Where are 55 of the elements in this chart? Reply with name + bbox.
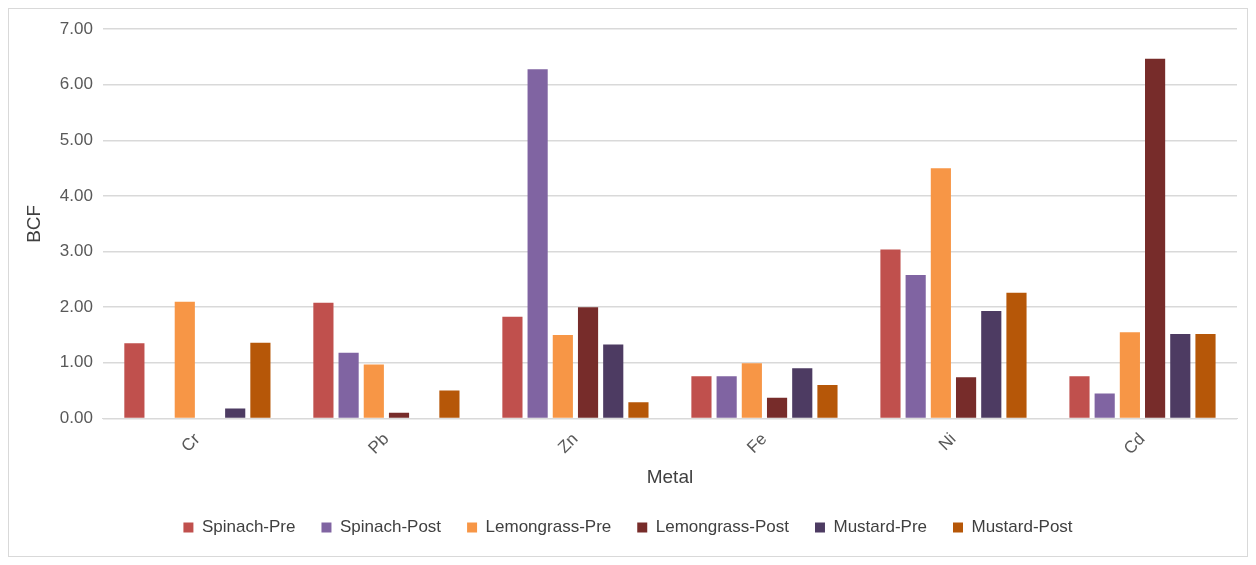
bar [981, 311, 1002, 418]
legend-label: Mustard-Post [971, 517, 1073, 537]
bar [628, 402, 649, 418]
y-tick-label: 5.00 [59, 130, 93, 150]
bar [766, 397, 788, 418]
y-tick-label: 1.00 [59, 352, 93, 372]
y-tick-label: 7.00 [59, 18, 93, 38]
bar [1006, 292, 1027, 418]
bar [955, 377, 977, 418]
legend-label: Spinach-Pre [201, 517, 296, 537]
bar [880, 249, 901, 418]
bar [1195, 333, 1216, 418]
legend-label: Mustard-Pre [833, 517, 927, 537]
y-tick-label: 0.00 [59, 408, 93, 428]
bar [1170, 333, 1191, 418]
bar [388, 412, 410, 418]
bar [817, 385, 838, 418]
y-tick-label: 6.00 [59, 74, 93, 94]
bar [313, 302, 334, 418]
x-tick-label: Cr [177, 429, 204, 456]
bar [552, 335, 573, 418]
bar [1094, 393, 1115, 418]
x-axis-title: Metal [646, 465, 694, 487]
y-tick-label: 3.00 [59, 241, 93, 261]
bar [338, 352, 359, 418]
bar [1145, 58, 1166, 418]
bar [905, 274, 926, 418]
bar [250, 342, 271, 418]
x-tick-label: Pb [364, 429, 393, 458]
x-tick-label: Zn [554, 429, 582, 457]
bar [930, 168, 951, 418]
bar [124, 343, 145, 418]
bar [225, 408, 246, 418]
bar [527, 69, 548, 418]
bar [792, 368, 813, 418]
bar [174, 301, 195, 418]
bar [1069, 376, 1090, 418]
y-tick-label: 2.00 [59, 296, 93, 316]
bar [363, 364, 384, 418]
x-tick-label: Fe [743, 429, 771, 457]
bar [439, 390, 460, 418]
y-axis-title: BCF [22, 204, 44, 243]
x-tick-label: Ni [934, 429, 960, 455]
bar [1119, 332, 1140, 418]
y-tick-label: 4.00 [59, 185, 93, 205]
bar [741, 363, 762, 418]
bar [502, 316, 523, 418]
legend-label: Lemongrass-Post [655, 517, 790, 537]
bar [577, 307, 599, 418]
bar [603, 344, 624, 418]
bar [691, 376, 712, 418]
legend-label: Spinach-Post [339, 517, 442, 537]
x-tick-label: Cd [1119, 429, 1149, 459]
legend-label: Lemongrass-Pre [485, 517, 612, 537]
bar [716, 376, 737, 418]
